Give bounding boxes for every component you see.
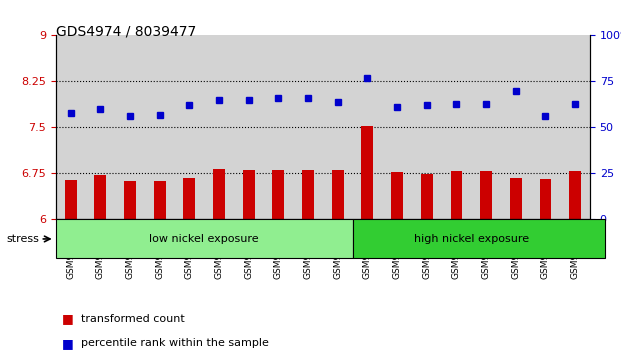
Bar <box>293 35 323 219</box>
Bar <box>560 35 590 219</box>
Bar <box>302 170 314 219</box>
Bar <box>213 169 225 219</box>
FancyBboxPatch shape <box>353 219 605 258</box>
Bar <box>204 35 234 219</box>
Bar <box>383 35 412 219</box>
Bar <box>361 126 373 219</box>
Text: GDS4974 / 8039477: GDS4974 / 8039477 <box>56 25 196 39</box>
Text: high nickel exposure: high nickel exposure <box>414 234 529 244</box>
Bar <box>510 178 522 219</box>
Bar <box>154 182 166 219</box>
Bar <box>442 35 471 219</box>
Bar <box>243 170 255 219</box>
Bar <box>353 35 383 219</box>
Bar <box>569 171 581 219</box>
Bar <box>175 35 204 219</box>
Bar <box>421 174 433 219</box>
Bar <box>540 179 551 219</box>
Bar <box>116 35 145 219</box>
Bar <box>391 172 403 219</box>
Bar <box>323 35 353 219</box>
Text: ■: ■ <box>62 337 74 350</box>
FancyBboxPatch shape <box>56 219 353 258</box>
Bar <box>86 35 116 219</box>
Text: ■: ■ <box>62 312 74 325</box>
Bar <box>450 171 463 219</box>
Bar <box>234 35 263 219</box>
Text: percentile rank within the sample: percentile rank within the sample <box>81 338 269 348</box>
Bar <box>412 35 442 219</box>
Bar <box>183 178 196 219</box>
Bar <box>332 170 343 219</box>
Bar <box>530 35 560 219</box>
Bar <box>94 175 106 219</box>
Text: stress: stress <box>6 234 39 244</box>
Bar <box>480 171 492 219</box>
Bar <box>263 35 293 219</box>
Bar <box>501 35 530 219</box>
Bar <box>471 35 501 219</box>
Bar <box>145 35 175 219</box>
Bar <box>56 35 86 219</box>
Bar <box>124 181 136 219</box>
Bar <box>65 179 76 219</box>
Bar <box>273 170 284 219</box>
Text: low nickel exposure: low nickel exposure <box>150 234 259 244</box>
Text: transformed count: transformed count <box>81 314 184 324</box>
